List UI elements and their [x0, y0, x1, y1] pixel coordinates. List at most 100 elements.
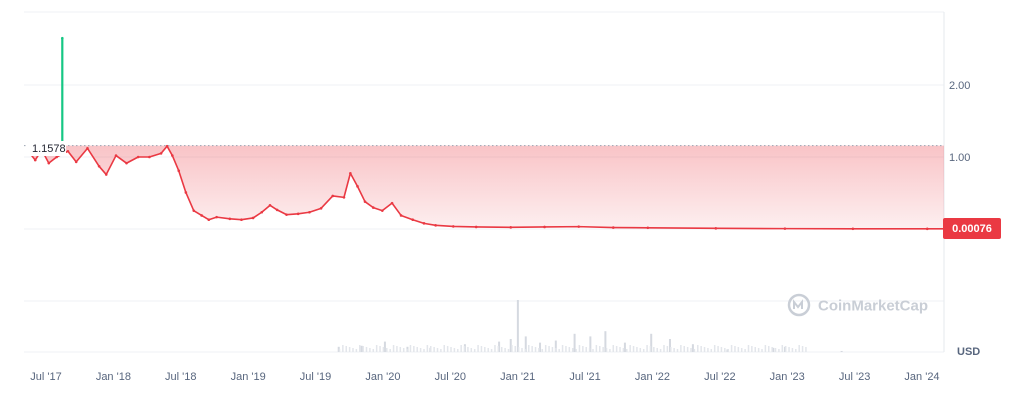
watermark: CoinMarketCap	[787, 293, 928, 317]
volume-bar	[382, 347, 385, 352]
price-point[interactable]	[851, 227, 855, 231]
volume-bar	[764, 345, 767, 352]
price-point[interactable]	[543, 225, 546, 229]
price-point[interactable]	[296, 212, 300, 216]
price-point[interactable]	[104, 173, 108, 176]
volume-bar	[703, 347, 706, 352]
price-point[interactable]	[399, 214, 403, 217]
price-point[interactable]	[285, 213, 288, 216]
volume-bar	[360, 345, 363, 352]
price-point[interactable]	[136, 155, 140, 159]
price-point[interactable]	[177, 169, 181, 173]
price-point[interactable]	[215, 215, 218, 219]
volume-bar	[734, 346, 736, 352]
price-point[interactable]	[66, 149, 70, 153]
volume-bar	[487, 348, 489, 352]
volume-bar	[507, 349, 510, 352]
volume-bar	[840, 350, 843, 352]
volume-bar	[650, 333, 653, 352]
price-point[interactable]	[33, 158, 37, 162]
volume-bar	[676, 349, 679, 352]
volume-bar	[504, 348, 506, 352]
volume-bar	[751, 346, 753, 352]
price-point[interactable]	[184, 191, 188, 194]
price-point[interactable]	[148, 155, 151, 159]
price-point[interactable]	[268, 204, 272, 207]
price-point[interactable]	[356, 185, 359, 188]
price-point[interactable]	[342, 196, 346, 199]
volume-bar	[433, 347, 435, 352]
price-point[interactable]	[319, 207, 323, 210]
price-point[interactable]	[192, 209, 196, 212]
volume-bar	[588, 348, 591, 352]
volume-bar	[798, 345, 800, 352]
price-point[interactable]	[240, 218, 243, 222]
price-point[interactable]	[363, 200, 367, 203]
price-point[interactable]	[114, 154, 118, 157]
x-tick-label: Jan '24	[904, 371, 939, 383]
price-point[interactable]	[783, 227, 787, 230]
price-point[interactable]	[228, 217, 232, 221]
volume-bar	[622, 348, 625, 352]
price-point[interactable]	[275, 208, 279, 212]
price-point[interactable]	[251, 216, 255, 220]
current-price-badge-bg	[943, 218, 1001, 239]
price-point[interactable]	[509, 226, 513, 229]
volume-bar	[440, 349, 442, 352]
price-point[interactable]	[308, 210, 311, 214]
x-tick-label: Jan '18	[96, 371, 131, 383]
price-point[interactable]	[47, 161, 51, 165]
price-point[interactable]	[125, 161, 128, 165]
volume-bar	[534, 347, 537, 352]
volume-bar	[379, 346, 381, 352]
volume-bar	[791, 348, 794, 352]
volume-bar	[558, 349, 560, 352]
price-point[interactable]	[349, 171, 352, 175]
price-point[interactable]	[371, 206, 375, 209]
current-price-badge: 0.00076	[943, 218, 1001, 239]
price-point[interactable]	[74, 160, 78, 164]
price-point[interactable]	[171, 154, 174, 157]
price-point[interactable]	[159, 152, 163, 155]
volume-bar	[691, 344, 694, 352]
price-point[interactable]	[97, 164, 101, 168]
volume-bar	[342, 345, 344, 352]
price-line[interactable]	[29, 145, 928, 230]
price-point[interactable]	[646, 226, 650, 230]
volume-bar	[517, 347, 520, 352]
price-point[interactable]	[925, 227, 929, 231]
price-point[interactable]	[200, 214, 203, 217]
price-point[interactable]	[165, 144, 169, 148]
price-point[interactable]	[380, 209, 384, 212]
volume-bar	[595, 345, 598, 352]
price-point[interactable]	[60, 36, 64, 40]
price-point[interactable]	[55, 155, 58, 159]
price-point[interactable]	[474, 225, 478, 229]
volume-bar	[690, 348, 692, 352]
volume-bar	[473, 349, 476, 352]
volume-bar	[653, 347, 655, 352]
price-point[interactable]	[577, 225, 581, 228]
price-point[interactable]	[260, 210, 264, 214]
y-tick-label: 1.00	[949, 152, 970, 164]
volume-bar	[781, 345, 784, 352]
volume-bar	[680, 345, 682, 352]
price-point[interactable]	[714, 227, 718, 230]
volume-bar	[450, 347, 452, 352]
x-tick-label: Jan '23	[770, 371, 805, 383]
volume-bar	[700, 346, 702, 352]
price-point[interactable]	[451, 225, 455, 228]
volume-bar	[592, 349, 594, 352]
price-point[interactable]	[390, 201, 394, 205]
price-point[interactable]	[207, 218, 211, 222]
volume-bar	[561, 345, 564, 352]
price-point[interactable]	[611, 226, 615, 229]
volume-bar	[642, 349, 645, 352]
price-point[interactable]	[86, 147, 89, 150]
price-point[interactable]	[434, 224, 437, 227]
price-point[interactable]	[331, 194, 335, 198]
price-point[interactable]	[411, 218, 415, 222]
volume-bar	[524, 336, 527, 352]
price-point[interactable]	[422, 222, 426, 225]
